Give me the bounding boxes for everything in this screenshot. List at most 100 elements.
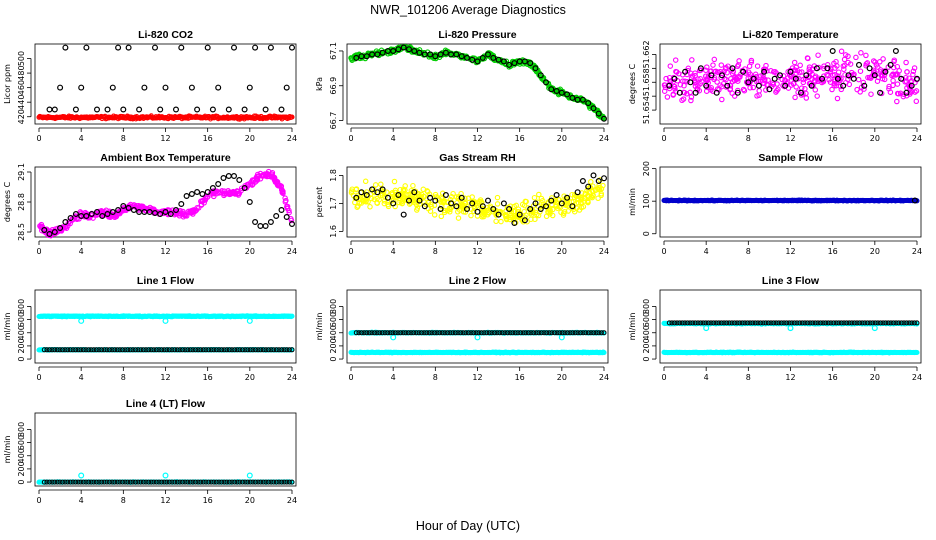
y-tick-label: 28.5 xyxy=(17,223,26,241)
average-data-point xyxy=(278,207,285,214)
average-data-point xyxy=(46,106,53,113)
raw-data-point xyxy=(913,98,920,105)
y-tick-label: 1.8 xyxy=(329,169,338,182)
y-tick-label: 480 xyxy=(17,65,26,80)
raw-data-point xyxy=(841,56,848,63)
average-data-point xyxy=(204,44,211,51)
raw-data-point xyxy=(890,77,896,84)
average-data-point xyxy=(866,65,873,72)
raw-data-point xyxy=(792,94,798,101)
x-tick-label: 4 xyxy=(391,373,396,382)
x-tick-label: 12 xyxy=(160,373,170,382)
average-data-point xyxy=(83,44,90,51)
x-tick-label: 16 xyxy=(203,134,213,143)
plot-area xyxy=(37,168,296,239)
figure-title: NWR_101206 Average Diagnostics xyxy=(370,3,566,17)
average-data-point xyxy=(400,211,407,218)
average-data-point xyxy=(252,44,259,51)
x-tick-label: 16 xyxy=(203,373,213,382)
average-data-point xyxy=(500,200,507,207)
y-tick-label: 67.1 xyxy=(329,42,338,60)
average-data-point xyxy=(173,106,180,113)
x-tick-label: 0 xyxy=(36,373,41,382)
average-data-point xyxy=(152,44,159,51)
average-data-point xyxy=(183,193,190,200)
y-tick-label: 460 xyxy=(17,80,26,95)
average-data-point xyxy=(855,61,862,68)
average-data-point xyxy=(157,106,164,113)
x-tick-label: 12 xyxy=(160,247,170,256)
y-tick-label: 500 xyxy=(17,51,26,66)
raw-data-point xyxy=(391,178,398,185)
x-tick-label: 24 xyxy=(287,134,297,143)
average-data-point xyxy=(136,106,143,113)
x-tick-label: 20 xyxy=(557,373,567,382)
y-tick-label: 0 xyxy=(329,357,338,362)
raw-data-point xyxy=(494,201,501,207)
average-data-point xyxy=(474,334,481,341)
x-tick-label: 0 xyxy=(348,247,353,256)
x-tick-label: 8 xyxy=(433,247,438,256)
x-tick-label: 20 xyxy=(245,247,255,256)
raw-data-point xyxy=(362,178,369,185)
raw-data-point xyxy=(756,88,762,94)
raw-data-point xyxy=(858,50,864,56)
plot-area xyxy=(661,197,920,204)
plot-area xyxy=(348,172,607,227)
average-data-point xyxy=(104,106,111,113)
x-tick-label: 24 xyxy=(287,247,297,256)
plot-area xyxy=(36,44,296,122)
plot-area xyxy=(661,320,920,356)
average-data-point xyxy=(840,82,847,89)
raw-data-point xyxy=(800,79,807,86)
raw-data-point xyxy=(664,94,671,100)
raw-data-point xyxy=(803,90,809,97)
raw-data-point xyxy=(468,212,474,219)
y-axis-label: ml/min xyxy=(628,313,637,341)
x-tick-label: 8 xyxy=(746,373,751,382)
x-tick-label: 24 xyxy=(912,373,922,382)
average-data-point xyxy=(289,44,296,51)
panel-title: Line 2 Flow xyxy=(449,275,507,287)
x-tick-label: 20 xyxy=(870,373,880,382)
raw-data-point xyxy=(814,93,820,99)
x-tick-label: 0 xyxy=(348,373,353,382)
series-raw xyxy=(37,168,295,239)
y-tick-label: 51.662 xyxy=(642,40,651,68)
y-tick-label: 100 xyxy=(642,194,651,209)
panel-title: Line 1 Flow xyxy=(137,275,195,287)
y-axis-label: degrees C xyxy=(628,63,637,104)
y-axis-label: kPa xyxy=(315,77,324,91)
x-tick-label: 16 xyxy=(515,247,525,256)
y-tick-label: 1.6 xyxy=(329,225,338,238)
panel-title: Line 3 Flow xyxy=(762,275,820,287)
raw-data-point xyxy=(903,59,909,66)
x-tick-label: 20 xyxy=(245,373,255,382)
raw-data-point xyxy=(868,91,874,97)
average-data-point xyxy=(267,219,274,226)
x-tick-label: 8 xyxy=(121,373,126,382)
y-tick-label: 51.654 xyxy=(642,96,651,124)
average-data-point xyxy=(262,223,269,230)
average-data-point xyxy=(771,75,778,82)
x-tick-label: 12 xyxy=(472,247,482,256)
x-tick-label: 16 xyxy=(828,247,838,256)
average-data-point xyxy=(273,213,280,220)
average-data-point xyxy=(283,84,290,91)
raw-data-point xyxy=(431,212,438,218)
average-data-point xyxy=(225,106,232,113)
x-tick-label: 0 xyxy=(36,134,41,143)
panel-title: Li-820 CO2 xyxy=(138,29,193,41)
x-tick-label: 4 xyxy=(79,134,84,143)
average-data-point xyxy=(188,84,195,91)
x-tick-label: 4 xyxy=(704,373,709,382)
x-tick-label: 8 xyxy=(433,134,438,143)
average-data-point xyxy=(252,219,259,226)
y-tick-label: 66.9 xyxy=(329,77,338,95)
x-tick-label: 4 xyxy=(704,134,709,143)
average-data-point xyxy=(220,175,227,182)
